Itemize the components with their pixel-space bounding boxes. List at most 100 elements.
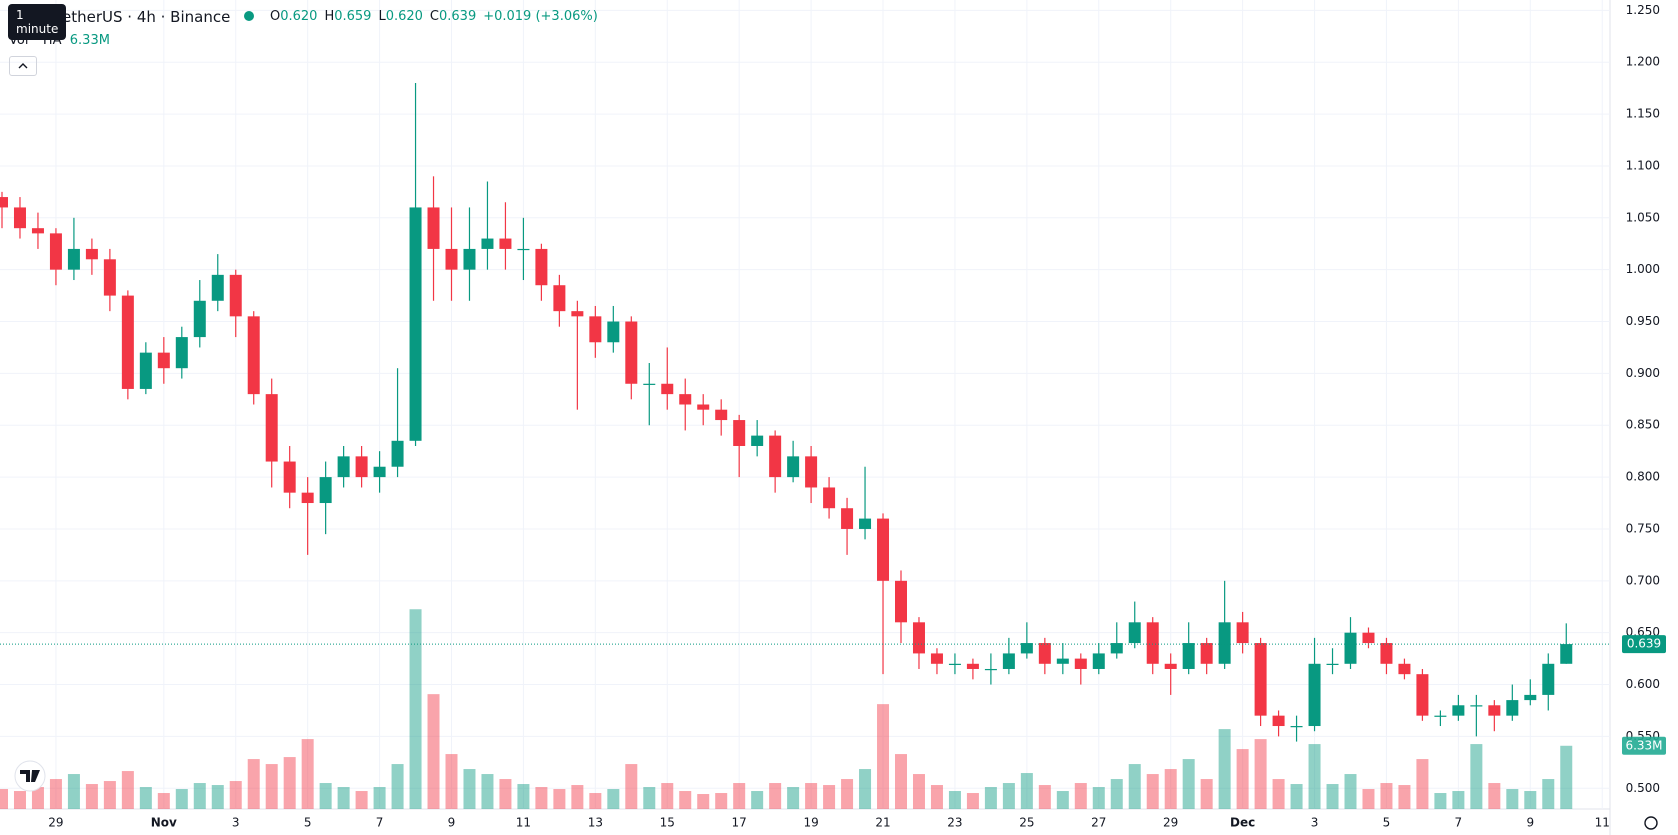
candle-body xyxy=(1200,643,1213,664)
candle-body xyxy=(1524,694,1537,701)
candle-body xyxy=(1506,700,1519,716)
candle-body xyxy=(319,477,332,504)
candle-body xyxy=(409,207,422,441)
volume-bar xyxy=(1110,779,1123,809)
settings-icon xyxy=(1644,816,1658,830)
candle-body xyxy=(805,456,818,488)
candle-body xyxy=(1488,705,1501,716)
symbol: etherUS · 4h · Binance xyxy=(62,8,231,26)
candle-body xyxy=(643,383,656,385)
x-tick-label: 5 xyxy=(1383,816,1391,830)
volume-bar xyxy=(355,791,368,809)
candle-body xyxy=(337,456,350,478)
x-tick-label: 5 xyxy=(304,816,312,830)
candle-body xyxy=(1560,644,1573,664)
candle-body xyxy=(895,580,907,623)
volume-bar xyxy=(1398,785,1411,809)
volume-bar xyxy=(859,769,872,809)
volume-bar xyxy=(625,764,638,809)
candle-body xyxy=(1182,643,1195,669)
volume-bar xyxy=(1074,783,1087,809)
candle-body xyxy=(930,653,943,664)
volume-bar xyxy=(715,793,728,809)
volume-bar xyxy=(1272,779,1285,809)
x-tick-label: 29 xyxy=(1163,816,1178,830)
volume-bar xyxy=(1470,744,1483,809)
volume-bar xyxy=(319,783,332,809)
volume-bar xyxy=(948,791,961,809)
volume-bar xyxy=(1002,783,1015,809)
volume-bar xyxy=(1146,774,1159,809)
volume-bar xyxy=(1326,784,1339,809)
candle-body xyxy=(553,285,566,312)
candle-body xyxy=(625,321,638,384)
candle-body xyxy=(589,316,602,343)
candle-body xyxy=(157,352,170,369)
volume-bar xyxy=(1524,791,1537,809)
candle-body xyxy=(769,435,782,478)
volume-bar xyxy=(1452,791,1465,809)
volume-bar xyxy=(787,787,800,809)
volume-bar xyxy=(589,793,602,809)
candle-body xyxy=(1056,658,1069,664)
ohlc-value: 0.639 xyxy=(439,9,477,24)
volume-bar xyxy=(337,787,350,809)
candle-body xyxy=(139,352,152,389)
volume-bar xyxy=(121,771,134,809)
candle-body xyxy=(301,492,314,504)
x-tick-label: 13 xyxy=(588,816,603,830)
volume-bar xyxy=(841,779,854,809)
candle-body xyxy=(1110,643,1123,654)
candle-body xyxy=(715,409,728,421)
candle-body xyxy=(1452,705,1465,716)
candle-body xyxy=(445,248,458,270)
volume-bar xyxy=(877,704,890,809)
change: +0.019 (+3.06%) xyxy=(483,9,598,24)
volume-bar xyxy=(373,787,386,809)
candle-body xyxy=(733,420,746,446)
volume-bar xyxy=(553,789,566,809)
y-tick-label: 0.800 xyxy=(1626,470,1660,484)
candle-body xyxy=(67,248,80,270)
ohlc-key: C xyxy=(429,9,439,24)
candle-body xyxy=(49,233,62,270)
candle-body xyxy=(1416,674,1429,716)
volume-bar xyxy=(1182,759,1195,809)
volume-bar xyxy=(481,774,494,809)
x-tick-label: 15 xyxy=(660,816,675,830)
candle-body xyxy=(499,238,512,249)
volume-bar xyxy=(301,739,314,809)
candle-body xyxy=(517,248,530,251)
volume-bar xyxy=(139,787,152,809)
x-tick-label: 7 xyxy=(1455,816,1463,830)
volume-bar xyxy=(157,793,170,809)
collapse-button[interactable] xyxy=(9,56,37,76)
ohlc-value: 0.659 xyxy=(334,9,372,24)
candle-body xyxy=(193,300,206,338)
volume-bar xyxy=(283,757,296,809)
candle-body xyxy=(1434,715,1447,717)
tooltip: 1 minute xyxy=(8,4,67,40)
candle-body xyxy=(1020,643,1033,654)
volume-bar xyxy=(751,791,764,809)
y-tick-label: 0.600 xyxy=(1626,677,1660,691)
x-tick-label: 7 xyxy=(376,816,384,830)
price-badge-label: 0.639 xyxy=(1627,637,1661,651)
candle-body xyxy=(265,394,278,462)
candle-body xyxy=(391,440,404,467)
candle-body xyxy=(13,207,26,229)
candle-body xyxy=(103,259,116,296)
volume-badge-label: 6.33M xyxy=(1625,738,1662,752)
volume-bar xyxy=(1236,749,1249,809)
volume-badge xyxy=(1622,736,1666,755)
candle-body xyxy=(283,461,296,493)
candle-body xyxy=(1074,658,1087,669)
candle-body xyxy=(247,316,260,395)
candle-body xyxy=(912,622,925,654)
volume-bar xyxy=(535,787,548,809)
volume-bar xyxy=(31,787,44,809)
logo xyxy=(14,760,46,792)
volume-bar xyxy=(229,781,242,809)
candle-body xyxy=(1038,643,1051,664)
volume-bar xyxy=(912,774,925,809)
